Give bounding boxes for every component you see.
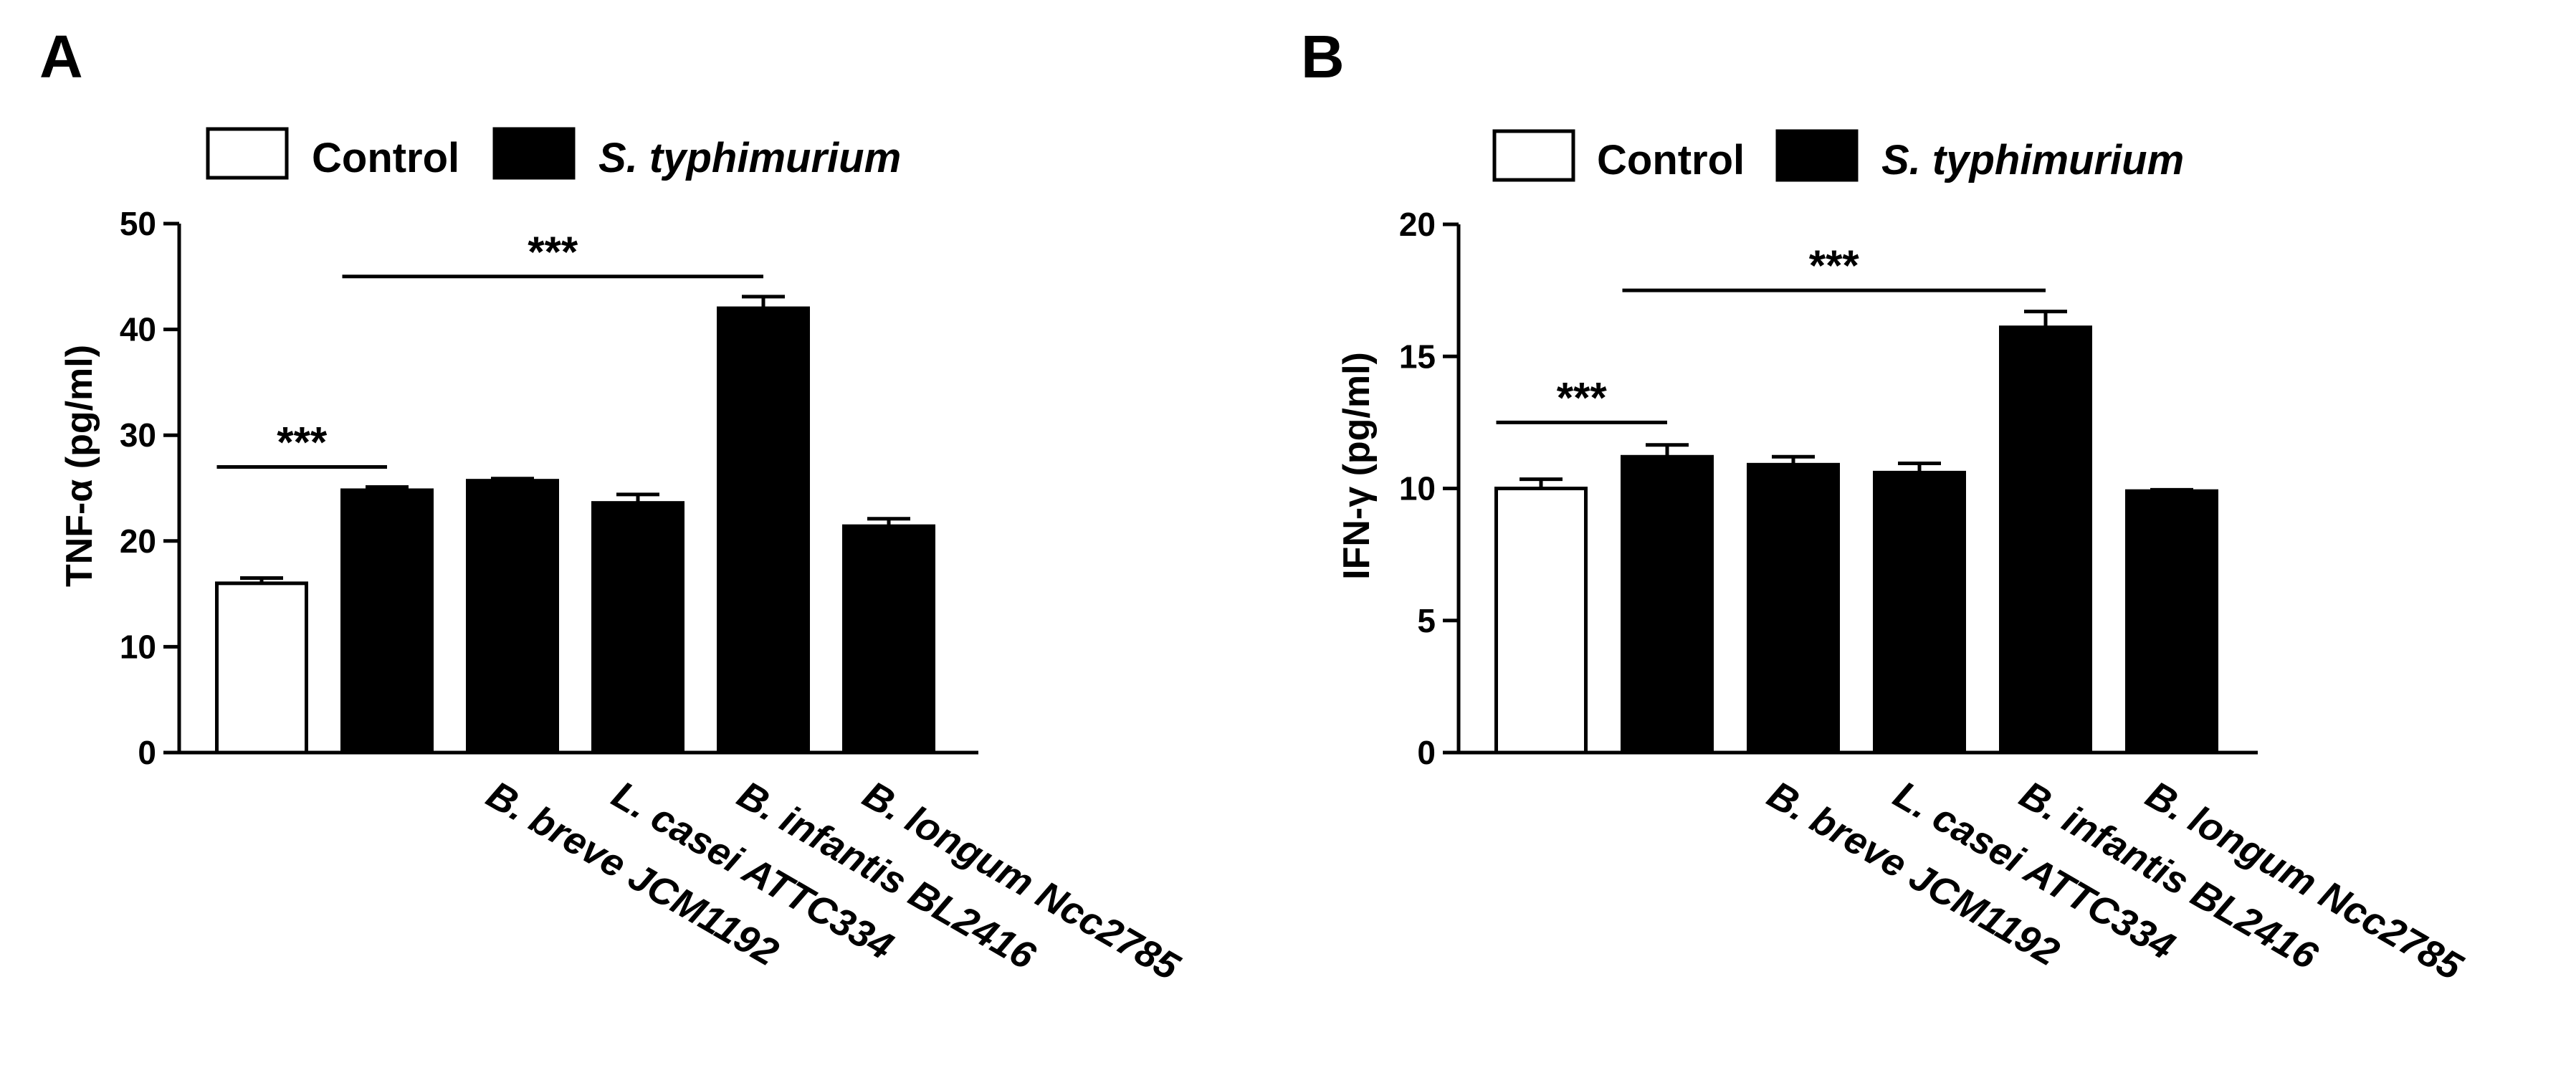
bar-b (2125, 489, 2218, 755)
y-tick-label-b: 15 (1399, 338, 1436, 375)
bar-a (591, 501, 684, 755)
significance-label-b: *** (1557, 373, 1608, 421)
bar-b (1873, 470, 1966, 755)
legend-b-control-label: Control (1597, 137, 1745, 183)
y-tick-label-a: 30 (120, 416, 156, 454)
bar-a (842, 524, 935, 755)
y-tick-label-b: 20 (1399, 206, 1436, 243)
panel-a: A Control S. typhimurium TNF-α (pg/ml) 0… (39, 23, 1187, 989)
legend-a: Control S. typhimurium (206, 127, 901, 181)
y-tick-label-a: 50 (120, 205, 156, 242)
panel-label-a: A (39, 23, 83, 90)
legend-a-treated-label: S. typhimurium (598, 135, 901, 181)
y-tick-label-b: 0 (1417, 734, 1436, 771)
y-tick-label-a: 10 (120, 628, 156, 665)
legend-b: Control S. typhimurium (1492, 129, 2184, 183)
significance-label-b: *** (1809, 242, 1860, 290)
significance-label-a: *** (528, 228, 578, 276)
bar-a (340, 488, 434, 755)
bar-a (466, 479, 559, 755)
bar-a (717, 306, 810, 755)
bar-b (1999, 325, 2092, 755)
bar-b (1621, 454, 1714, 755)
bar-a (215, 581, 308, 755)
legend-a-control-label: Control (312, 135, 459, 181)
legend-b-control-swatch (1492, 129, 1575, 182)
y-axis-label-a: TNF-α (pg/ml) (59, 345, 100, 587)
y-tick-label-a: 0 (138, 734, 156, 771)
y-axis-label-b: IFN-γ (pg/ml) (1336, 352, 1378, 580)
legend-a-control-swatch (206, 127, 289, 180)
y-tick-label-b: 10 (1399, 470, 1436, 507)
legend-b-treated-label: S. typhimurium (1881, 137, 2184, 183)
legend-b-treated-swatch (1775, 129, 1859, 182)
y-tick-label-a: 40 (120, 311, 156, 348)
bar-b (1747, 462, 1840, 755)
legend-a-treated-swatch (492, 127, 576, 180)
y-tick-label-b: 5 (1417, 602, 1436, 639)
significance-label-a: *** (277, 418, 328, 466)
bar-b (1494, 487, 1588, 755)
y-tick-label-a: 20 (120, 522, 156, 560)
panel-b: B Control S. typhimurium IFN-γ (pg/ml) 0… (1301, 23, 2470, 989)
panel-label-b: B (1301, 23, 1345, 90)
